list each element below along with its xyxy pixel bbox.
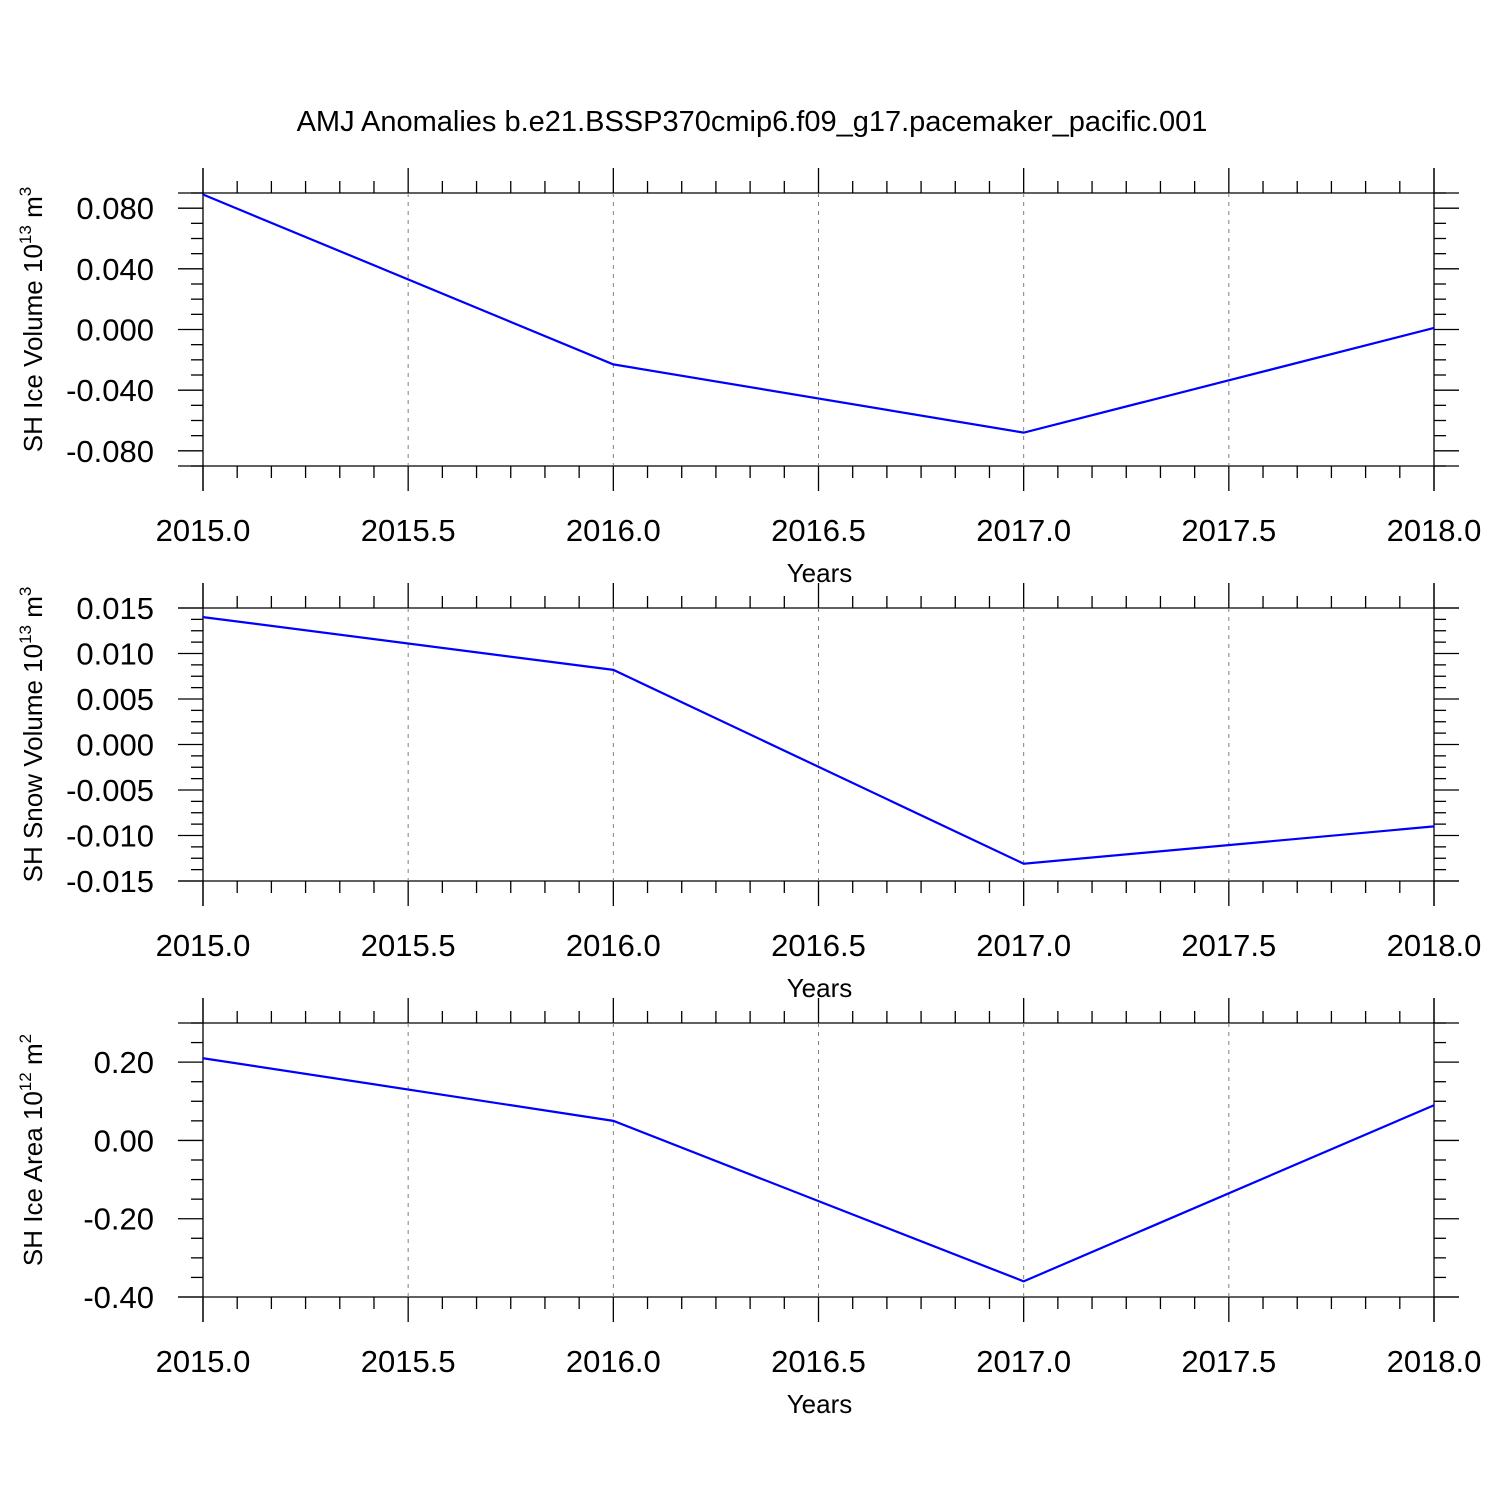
y-tick-label: -0.015 (66, 864, 154, 899)
y-axis-label-superscript: 3 (16, 187, 35, 196)
x-tick-label: 2018.0 (1387, 1344, 1482, 1379)
data-point (612, 363, 615, 366)
y-tick-label: 0.000 (76, 728, 154, 763)
y-axis-label-superscript: 13 (16, 625, 35, 644)
chart-panel-1: 2015.0 2015.5 2016.0 2016.5 2017.0 2017.5 2018… (16, 168, 1481, 588)
x-tick-label: 2016.5 (771, 513, 866, 548)
data-point (1022, 1280, 1025, 1283)
y-axis-label-superscript: 2 (16, 1034, 35, 1043)
y-axis-label-text: m (18, 596, 48, 625)
y-tick-label: 0.20 (94, 1045, 154, 1080)
data-point (612, 1120, 615, 1122)
x-tick-label: 2016.5 (771, 1344, 866, 1379)
x-tick-label: 2017.0 (976, 928, 1071, 963)
y-axis-label-text: SH Snow Volume 10 (18, 644, 48, 882)
y-tick-label: -0.080 (66, 434, 154, 469)
y-axis-label-text: SH Ice Volume 10 (18, 244, 48, 452)
y-axis-label-text: m (18, 196, 48, 225)
y-tick-label: 0.015 (76, 591, 154, 626)
x-tick-label: 2017.0 (976, 1344, 1071, 1379)
y-axis-label-superscript: 12 (16, 1072, 35, 1091)
y-axis-label: SH Snow Volume 1013 m3 (16, 587, 48, 883)
y-tick-label: -0.005 (66, 773, 154, 808)
x-tick-label: 2017.5 (1181, 513, 1276, 548)
y-axis-label: SH Ice Volume 1013 m3 (16, 187, 48, 452)
x-tick-label: 2015.5 (361, 928, 456, 963)
y-axis-label-text: m (18, 1043, 48, 1072)
x-tick-label: 2016.0 (566, 928, 661, 963)
y-tick-label: -0.010 (66, 819, 154, 854)
data-point (1433, 1104, 1435, 1106)
x-tick-label: 2018.0 (1387, 928, 1482, 963)
x-tick-label: 2015.5 (361, 513, 456, 548)
data-point (202, 616, 204, 618)
y-tick-label: 0.00 (94, 1123, 154, 1158)
x-tick-label: 2015.0 (156, 928, 251, 963)
x-tick-label: 2016.0 (566, 1344, 661, 1379)
chart-panel-2: 2015.0 2015.5 2016.0 2016.5 2017.0 2017.5 2018… (16, 583, 1481, 1003)
x-axis-label: Years (787, 1389, 853, 1419)
data-point (202, 1057, 204, 1060)
data-point (1433, 327, 1435, 329)
y-axis-label-superscript: 13 (16, 225, 35, 244)
x-tick-label: 2015.0 (156, 1344, 251, 1379)
x-tick-label: 2017.5 (1181, 1344, 1276, 1379)
series-line (202, 1057, 1435, 1283)
y-tick-label: -0.40 (83, 1280, 154, 1315)
data-point (1022, 431, 1025, 434)
x-tick-label: 2015.0 (156, 513, 251, 548)
data-point (202, 193, 204, 196)
x-tick-label: 2016.0 (566, 513, 661, 548)
y-tick-label: 0.005 (76, 682, 154, 717)
chart-panel-3: 2015.0 2015.5 2016.0 2016.5 2017.0 2017.5 2018… (16, 998, 1481, 1419)
x-tick-label: 2017.0 (976, 513, 1071, 548)
y-tick-label: -0.20 (83, 1202, 154, 1237)
x-tick-label: 2016.5 (771, 928, 866, 963)
figure-title: AMJ Anomalies b.e21.BSSP370cmip6.f09_g17… (297, 106, 1208, 138)
y-axis-label: SH Ice Area 1012 m2 (16, 1034, 48, 1266)
y-axis-label-text: SH Ice Area 10 (18, 1091, 48, 1266)
series-line (202, 616, 1435, 865)
data-point (1433, 825, 1435, 828)
data-point (612, 669, 615, 671)
x-tick-label: 2018.0 (1387, 513, 1482, 548)
x-tick-label: 2015.5 (361, 1344, 456, 1379)
y-tick-label: 0.010 (76, 637, 154, 672)
data-point (1022, 862, 1025, 865)
x-axis-label: Years (787, 973, 853, 1003)
series-line (202, 193, 1435, 434)
y-tick-label: 0.080 (76, 191, 154, 226)
x-axis-label: Years (787, 558, 853, 588)
y-tick-label: -0.040 (66, 373, 154, 408)
x-tick-label: 2017.5 (1181, 928, 1276, 963)
y-tick-label: 0.000 (76, 313, 154, 348)
y-axis-label-superscript: 3 (16, 587, 35, 596)
y-tick-label: 0.040 (76, 252, 154, 287)
